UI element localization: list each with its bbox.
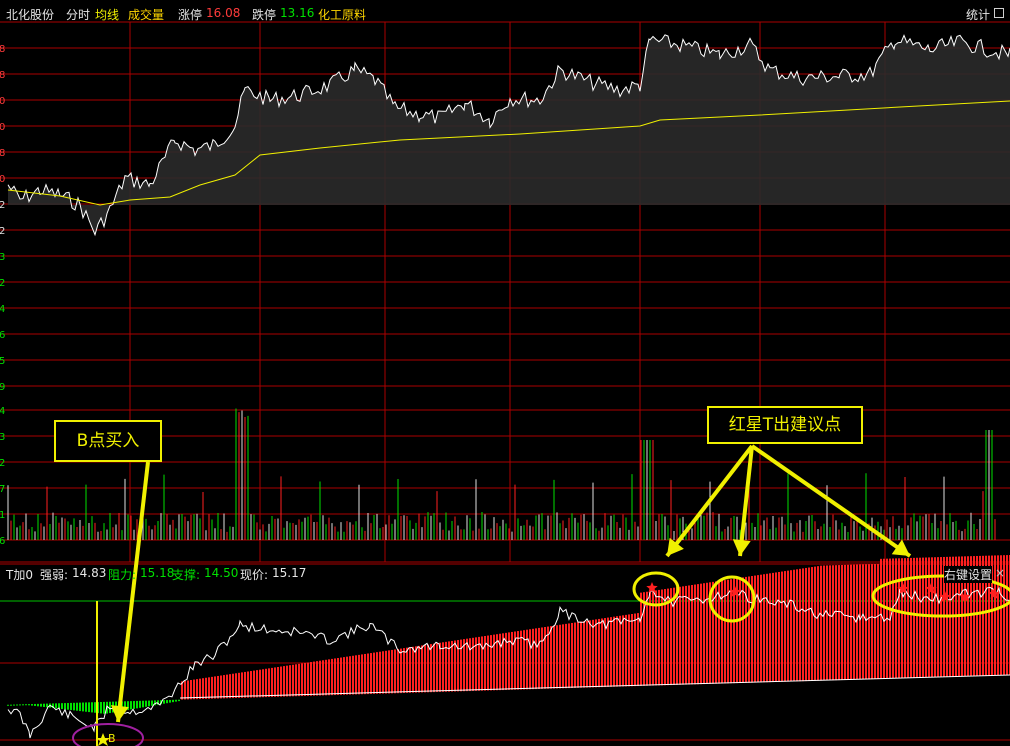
price-axis-tick: 2 bbox=[0, 200, 5, 211]
arrow-line bbox=[116, 461, 150, 723]
price-axis-tick: 8 bbox=[0, 44, 5, 55]
price-axis-tick: 1 bbox=[0, 510, 5, 521]
strength-label: 强弱: bbox=[40, 568, 69, 582]
chart-header: 北化股份 分时 均线 成交量 涨停 16.08 跌停 13.16 化工原料 统计 bbox=[0, 0, 1010, 24]
red-star-icon bbox=[729, 586, 741, 597]
price-axis-tick: 0 bbox=[0, 122, 5, 133]
price-axis-tick: 2 bbox=[0, 458, 5, 469]
arrow-line bbox=[665, 444, 754, 558]
arrow-head-icon bbox=[891, 539, 910, 556]
price-axis-tick: 0 bbox=[0, 96, 5, 107]
right-click-settings[interactable]: 右键设置 bbox=[943, 566, 992, 583]
red-star-icon bbox=[646, 582, 658, 593]
price-axis-tick: 2 bbox=[0, 278, 5, 289]
window-toggle-icon[interactable] bbox=[994, 8, 1004, 18]
support-value: 14.50 bbox=[204, 566, 239, 580]
price-axis-tick: 3 bbox=[0, 252, 5, 263]
indicator-name[interactable]: T加0 bbox=[6, 568, 33, 582]
stats-button[interactable]: 统计 bbox=[965, 8, 990, 22]
red-star-icon bbox=[959, 591, 971, 602]
support-label: 支撑: bbox=[172, 568, 201, 582]
avg-line-label: 均线 bbox=[95, 8, 120, 22]
price-axis-tick: 8 bbox=[0, 70, 5, 81]
arrow-head-icon bbox=[732, 539, 751, 556]
price-value: 15.17 bbox=[272, 566, 307, 580]
arrow-line bbox=[738, 445, 754, 557]
avg-line bbox=[7, 100, 1010, 206]
sell-circle bbox=[871, 574, 1010, 618]
price-axis-tick: 4 bbox=[0, 406, 5, 417]
buy-circle bbox=[72, 723, 144, 746]
sell-circle bbox=[708, 575, 756, 623]
sell-circle bbox=[632, 571, 680, 607]
indicator-price-line bbox=[7, 586, 1010, 739]
resistance-value: 15.18 bbox=[140, 566, 175, 580]
arrow-line bbox=[750, 444, 912, 558]
buy-star-icon bbox=[96, 733, 110, 746]
price-axis-tick: 8 bbox=[0, 148, 5, 159]
price-axis-tick: 9 bbox=[0, 382, 5, 393]
arrow-head-icon bbox=[667, 537, 684, 556]
limit-down-label: 跌停 bbox=[252, 8, 277, 22]
resistance-label: 阻力: bbox=[108, 568, 137, 582]
price-axis-tick: 0 bbox=[0, 174, 5, 185]
sell-callout: 红星T出建议点 bbox=[707, 406, 863, 444]
price-line bbox=[7, 34, 1010, 237]
price-axis-tick: 3 bbox=[0, 432, 5, 443]
stock-name[interactable]: 北化股份 bbox=[6, 8, 55, 22]
arrow-head-icon bbox=[110, 705, 129, 722]
limit-up-value: 16.08 bbox=[206, 6, 241, 20]
buy-callout: B点买入 bbox=[54, 420, 162, 462]
price-axis-tick: 4 bbox=[0, 304, 5, 315]
price-axis-tick: 5 bbox=[0, 356, 5, 367]
sector-label[interactable]: 化工原料 bbox=[318, 8, 367, 22]
red-star-icon bbox=[939, 591, 951, 602]
price-axis-tick: 6 bbox=[0, 536, 5, 547]
strength-value: 14.83 bbox=[72, 566, 107, 580]
price-label: 现价: bbox=[240, 568, 269, 582]
support-line bbox=[179, 674, 1010, 699]
price-axis-tick: 7 bbox=[0, 484, 5, 495]
buy-marker-label: B bbox=[108, 732, 116, 745]
limit-down-value: 13.16 bbox=[280, 6, 315, 20]
red-star-icon bbox=[897, 583, 909, 594]
price-axis-tick: 6 bbox=[0, 330, 5, 341]
red-star-icon bbox=[925, 583, 937, 594]
tab-intraday[interactable]: 分时 bbox=[66, 8, 91, 22]
red-star-icon bbox=[988, 588, 1000, 599]
price-axis-tick: 2 bbox=[0, 226, 5, 237]
indicator-header: T加0 强弱: 14.83 阻力: 15.18 支撑: 14.50 现价: 15… bbox=[0, 566, 1010, 582]
close-icon[interactable]: × bbox=[994, 566, 1005, 580]
volume-label: 成交量 bbox=[128, 8, 165, 22]
limit-up-label: 涨停 bbox=[178, 8, 203, 22]
